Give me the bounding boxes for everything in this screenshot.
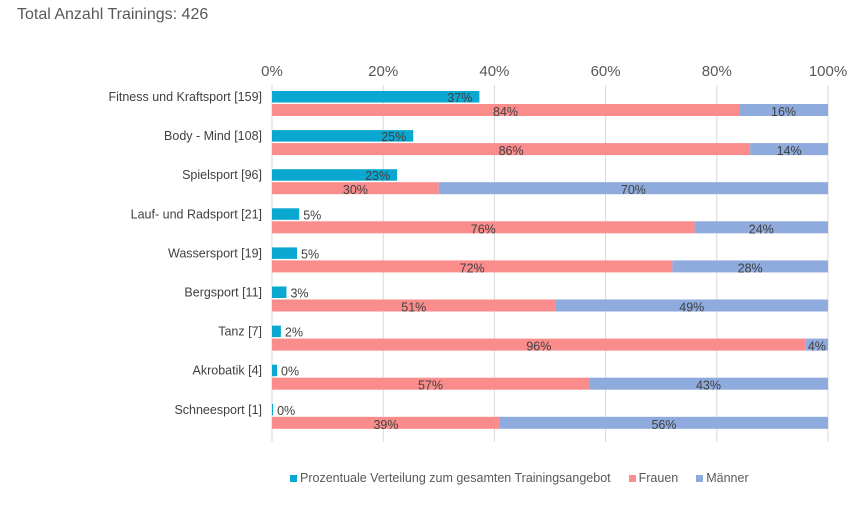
chart-title: Total Anzahl Trainings: 426 xyxy=(17,6,209,23)
legend-item: Prozentuale Verteilung zum gesamten Trai… xyxy=(290,471,611,485)
data-label-frauen: 39% xyxy=(373,418,398,432)
bar-share xyxy=(272,247,298,259)
category-label: Lauf- und Radsport [21] xyxy=(131,207,262,221)
data-label-share: 37% xyxy=(447,91,472,105)
legend-swatch xyxy=(628,474,636,482)
bar-share xyxy=(272,325,281,338)
bar-frauen xyxy=(272,260,673,273)
bar-maenner xyxy=(438,182,828,195)
x-tick-label: 0% xyxy=(261,63,283,80)
bar-share xyxy=(272,364,278,377)
data-label-share: 5% xyxy=(301,247,319,261)
data-label-share: 3% xyxy=(290,287,308,301)
category-label: Schneesport [1] xyxy=(174,403,262,417)
category-label: Fitness und Kraftsport [159] xyxy=(108,90,262,104)
bar-maenner xyxy=(750,143,828,156)
legend-label: Prozentuale Verteilung zum gesamten Trai… xyxy=(300,471,611,485)
bar-maenner xyxy=(805,338,828,351)
data-label-maenner: 28% xyxy=(738,261,763,275)
data-label-maenner: 43% xyxy=(696,379,721,393)
bar-frauen xyxy=(272,182,439,195)
bar-frauen xyxy=(272,416,500,429)
bar-maenner xyxy=(499,416,828,429)
legend: Prozentuale Verteilung zum gesamten Trai… xyxy=(290,471,749,485)
bar-frauen xyxy=(272,299,556,312)
bar-share xyxy=(272,130,414,142)
category-label: Akrobatik [4] xyxy=(193,364,262,378)
legend-item: Frauen xyxy=(628,471,679,485)
data-label-maenner: 56% xyxy=(651,418,676,432)
legend-label: Männer xyxy=(706,471,749,485)
bar-maenner xyxy=(588,377,828,390)
category-label: Spielsport [96] xyxy=(182,168,262,182)
bar-maenner xyxy=(672,260,828,273)
x-tick-label: 80% xyxy=(702,63,732,80)
data-label-maenner: 24% xyxy=(749,222,774,236)
bar-frauen xyxy=(272,221,695,234)
data-label-frauen: 76% xyxy=(471,222,496,236)
bar-maenner xyxy=(694,221,828,234)
bar-share xyxy=(272,169,398,181)
bar-frauen xyxy=(272,104,740,116)
bar-share xyxy=(272,286,287,298)
legend-swatch xyxy=(696,474,704,482)
bar-frauen xyxy=(272,377,589,390)
category-label: Bergsport [11] xyxy=(184,286,262,300)
data-label-share: 0% xyxy=(281,365,299,379)
data-label-share: 5% xyxy=(303,208,321,222)
data-label-maenner: 49% xyxy=(679,301,704,315)
data-label-share: 23% xyxy=(365,169,390,183)
bar-maenner xyxy=(739,104,828,116)
category-label: Body - Mind [108] xyxy=(164,129,262,143)
x-tick-label: 40% xyxy=(479,63,509,80)
data-label-share: 2% xyxy=(285,326,303,340)
data-label-share: 0% xyxy=(277,404,295,418)
data-label-maenner: 14% xyxy=(777,144,802,158)
legend-swatch xyxy=(290,474,297,482)
x-tick-label: 100% xyxy=(809,63,847,80)
data-label-maenner: 70% xyxy=(621,183,646,197)
bar-maenner xyxy=(555,299,828,312)
bar-share xyxy=(272,91,480,103)
data-label-frauen: 57% xyxy=(418,379,443,393)
legend-label: Frauen xyxy=(638,471,679,485)
data-label-frauen: 86% xyxy=(499,144,524,158)
data-label-frauen: 84% xyxy=(493,105,518,119)
category-label: Wassersport [19] xyxy=(168,246,262,260)
legend-item: Männer xyxy=(696,471,749,485)
data-label-frauen: 30% xyxy=(343,183,368,197)
x-tick-label: 20% xyxy=(368,63,398,80)
data-label-maenner: 4% xyxy=(808,340,826,354)
data-label-share: 25% xyxy=(381,130,406,144)
bar-frauen xyxy=(272,338,806,351)
x-tick-label: 60% xyxy=(591,63,621,80)
bar-frauen xyxy=(272,143,751,156)
data-label-maenner: 16% xyxy=(771,105,796,119)
category-label: Tanz [7] xyxy=(218,325,262,339)
data-label-frauen: 96% xyxy=(526,340,551,354)
data-label-frauen: 72% xyxy=(460,261,485,275)
bar-share xyxy=(272,208,300,220)
data-label-frauen: 51% xyxy=(401,301,426,315)
bar-share xyxy=(272,403,274,416)
